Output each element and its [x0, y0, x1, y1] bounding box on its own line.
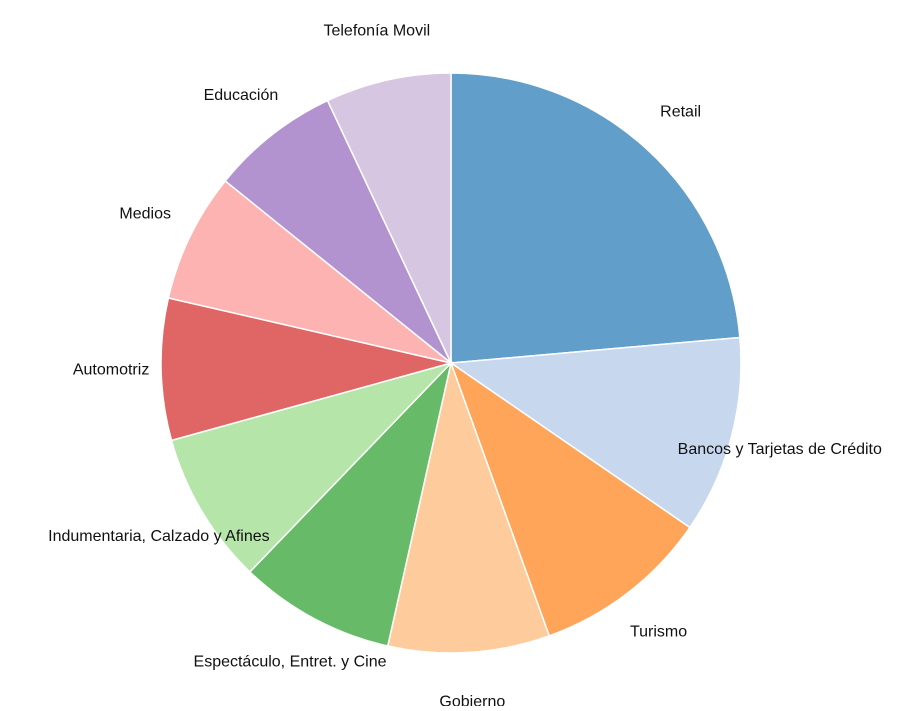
pie-slice — [170, 361, 454, 573]
slice-label: Bancos y Tarjetas de Crédito — [678, 441, 882, 458]
pie-slice — [167, 179, 452, 364]
pie-slice — [448, 336, 742, 529]
pie-slice — [248, 360, 453, 647]
slice-label: Turismo — [630, 624, 687, 641]
slice-label: Indumentaria, Calzado y Afines — [48, 528, 269, 545]
slice-label: Educación — [204, 87, 279, 104]
pie-slice — [449, 361, 691, 637]
pie-slice — [326, 72, 452, 364]
pie-slice — [224, 99, 452, 364]
slice-label: Retail — [660, 103, 701, 120]
pie-slice — [160, 297, 452, 442]
slice-label: Telefonía Movil — [323, 22, 430, 39]
slice-label: Automotriz — [73, 362, 149, 379]
pie-slice — [450, 72, 741, 364]
slice-label: Gobierno — [439, 694, 505, 706]
slice-label: Espectáculo, Entret. y Cine — [194, 654, 387, 671]
slice-label: Medios — [119, 206, 171, 223]
pie-slice — [386, 360, 551, 654]
